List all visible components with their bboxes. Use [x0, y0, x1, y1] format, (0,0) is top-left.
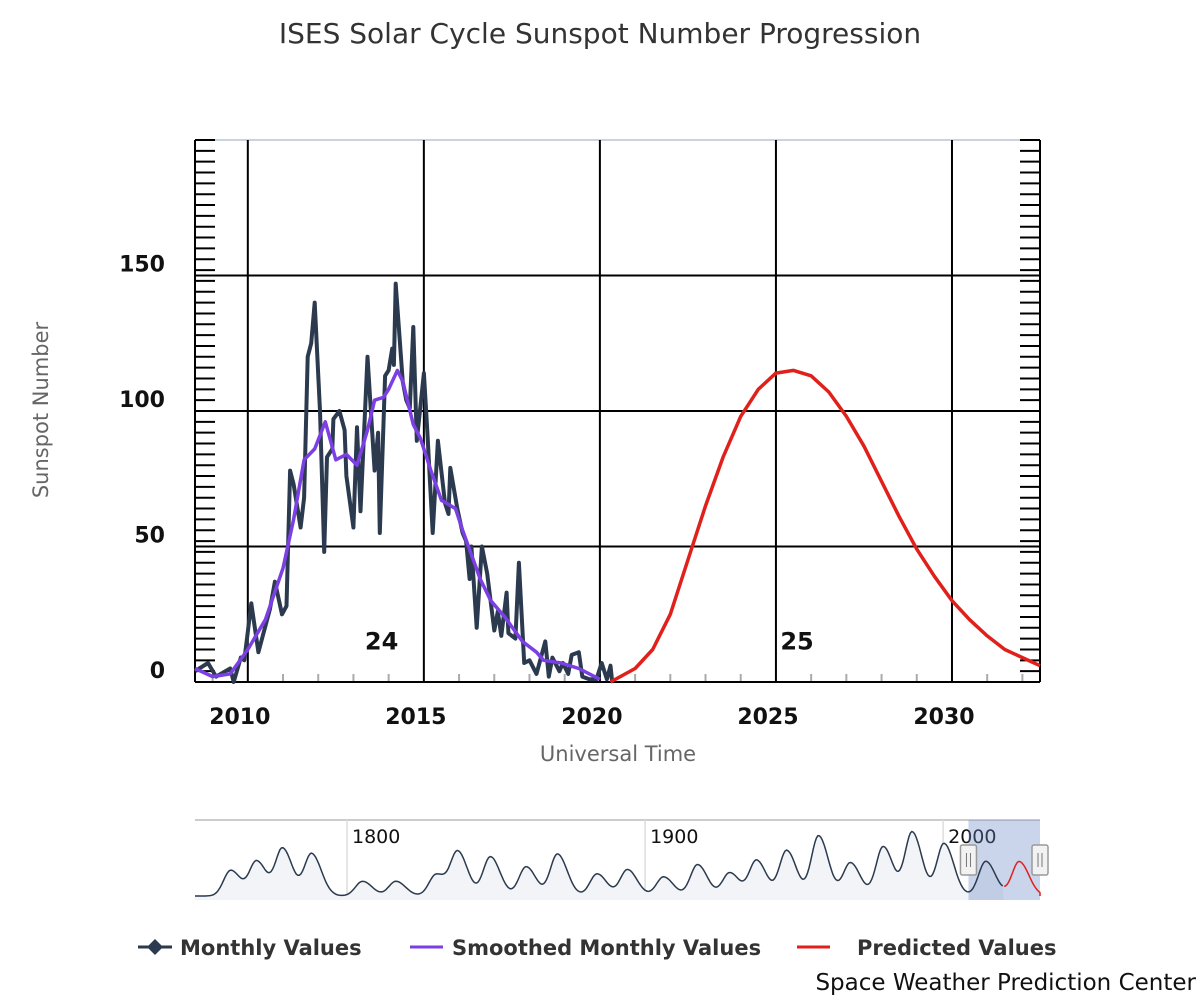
legend-label-predicted: Predicted Values	[857, 936, 1056, 960]
handle-grip-icon	[959, 844, 978, 876]
navigator-right-handle[interactable]	[1031, 844, 1049, 876]
x-tick-label: 2020	[561, 705, 622, 730]
navigator-area	[195, 831, 1004, 900]
legend-label-monthly: Monthly Values	[180, 936, 362, 960]
x-tick-label: 2030	[913, 705, 974, 730]
diamond-marker-icon	[147, 939, 163, 955]
y-tick-label: 50	[134, 524, 165, 549]
legend-item-predicted[interactable]: Predicted Values	[797, 936, 1056, 960]
navigator-left-handle[interactable]	[959, 844, 978, 876]
x-tick-label: 2025	[737, 705, 798, 730]
smoothed-values-line	[194, 368, 601, 681]
cycle-label: 24	[365, 627, 398, 655]
handle-grip-icon	[1031, 844, 1049, 876]
navigator-selection	[968, 820, 1040, 900]
predicted-values-line	[609, 368, 1041, 684]
navigator[interactable]: 1800 1900 2000	[195, 819, 1049, 900]
credit-text: Space Weather Prediction Center	[815, 970, 1196, 996]
y-axis-title: Sunspot Number	[29, 321, 53, 498]
chart-title: ISES Solar Cycle Sunspot Number Progress…	[279, 17, 921, 50]
x-tick-label: 2015	[385, 705, 446, 730]
monthly-values-line	[193, 281, 615, 684]
plot-area: 0 50 100 150 2010 2015 2020 2025 2030 24 25	[119, 139, 1041, 730]
navigator-monthly-line	[195, 830, 1004, 897]
cycle-label: 25	[780, 627, 813, 655]
y-tick-label: 150	[119, 253, 165, 278]
y-tick-label: 100	[119, 388, 165, 413]
navigator-predicted-line	[1003, 860, 1041, 896]
x-tick-label: 2010	[209, 705, 270, 730]
legend: Monthly Values Smoothed Monthly Values P…	[138, 936, 1056, 960]
navigator-label: 2000	[948, 826, 996, 848]
legend-label-smoothed: Smoothed Monthly Values	[452, 936, 761, 960]
legend-item-smoothed[interactable]: Smoothed Monthly Values	[410, 936, 761, 960]
x-axis-title: Universal Time	[540, 742, 696, 766]
y-tick-label: 0	[150, 659, 165, 684]
legend-item-monthly[interactable]: Monthly Values	[138, 936, 362, 960]
navigator-label: 1900	[650, 826, 698, 848]
navigator-label: 1800	[352, 826, 400, 848]
